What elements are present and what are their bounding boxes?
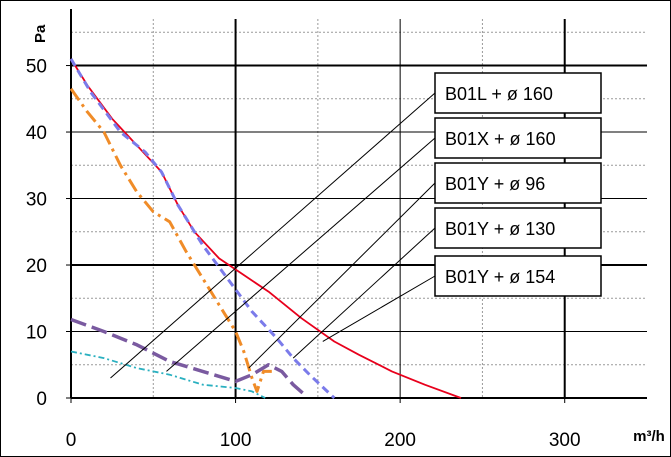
x-axis-label: m³/h (633, 428, 665, 445)
series-line-3 (69, 87, 272, 393)
series-line-1 (70, 58, 462, 399)
legend-box (434, 162, 602, 204)
legend-entry-label: B01X + ø 160 (445, 129, 556, 149)
y-tick-label: 30 (26, 190, 47, 211)
x-tick-label: 300 (549, 430, 581, 451)
y-tick-label: 50 (26, 57, 47, 78)
legend-box (434, 255, 602, 297)
x-tick-label: 200 (384, 430, 416, 451)
legend-entry-label: B01Y + ø 154 (445, 267, 555, 287)
series-layer (69, 58, 462, 400)
legend-entry-label: B01Y + ø 96 (445, 174, 545, 194)
legend-entry-label: B01L + ø 160 (445, 84, 553, 104)
legend-box (434, 72, 602, 114)
y-tick-label: 40 (26, 123, 47, 144)
legend-leader-line (322, 275, 436, 342)
legend-leader-line (292, 227, 436, 359)
legend-box (434, 117, 602, 159)
y-tick-label: 0 (36, 389, 47, 410)
legend-leader-line (248, 182, 436, 369)
series-line-4 (70, 317, 306, 397)
legend-leader-line (166, 137, 436, 372)
legend-entry-label: B01Y + ø 130 (445, 219, 555, 239)
y-axis-label: Pa (32, 24, 49, 43)
y-tick-label: 20 (26, 256, 47, 277)
series-line-2 (69, 58, 336, 400)
legend-box (434, 207, 602, 249)
legend-leader-line (110, 92, 436, 379)
y-tick-label: 10 (26, 323, 47, 344)
legend: B01L + ø 160 B01X + ø 160 B01Y + ø 96 B01Y … (434, 72, 602, 297)
x-tick-label: 0 (66, 430, 77, 451)
x-tick-label: 100 (220, 430, 252, 451)
tick-labels: 0 100 200 300 0 10 20 30 40 50 (26, 57, 581, 451)
series-line-5 (70, 350, 266, 399)
legend-leader-lines (110, 92, 436, 379)
